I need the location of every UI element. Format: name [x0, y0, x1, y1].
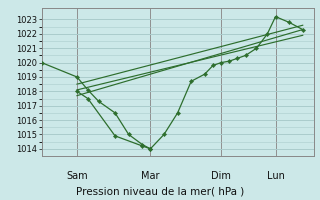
- Text: Mar: Mar: [141, 171, 160, 181]
- Text: Dim: Dim: [211, 171, 231, 181]
- Text: Sam: Sam: [66, 171, 88, 181]
- Text: Pression niveau de la mer( hPa ): Pression niveau de la mer( hPa ): [76, 186, 244, 196]
- Text: Lun: Lun: [267, 171, 284, 181]
